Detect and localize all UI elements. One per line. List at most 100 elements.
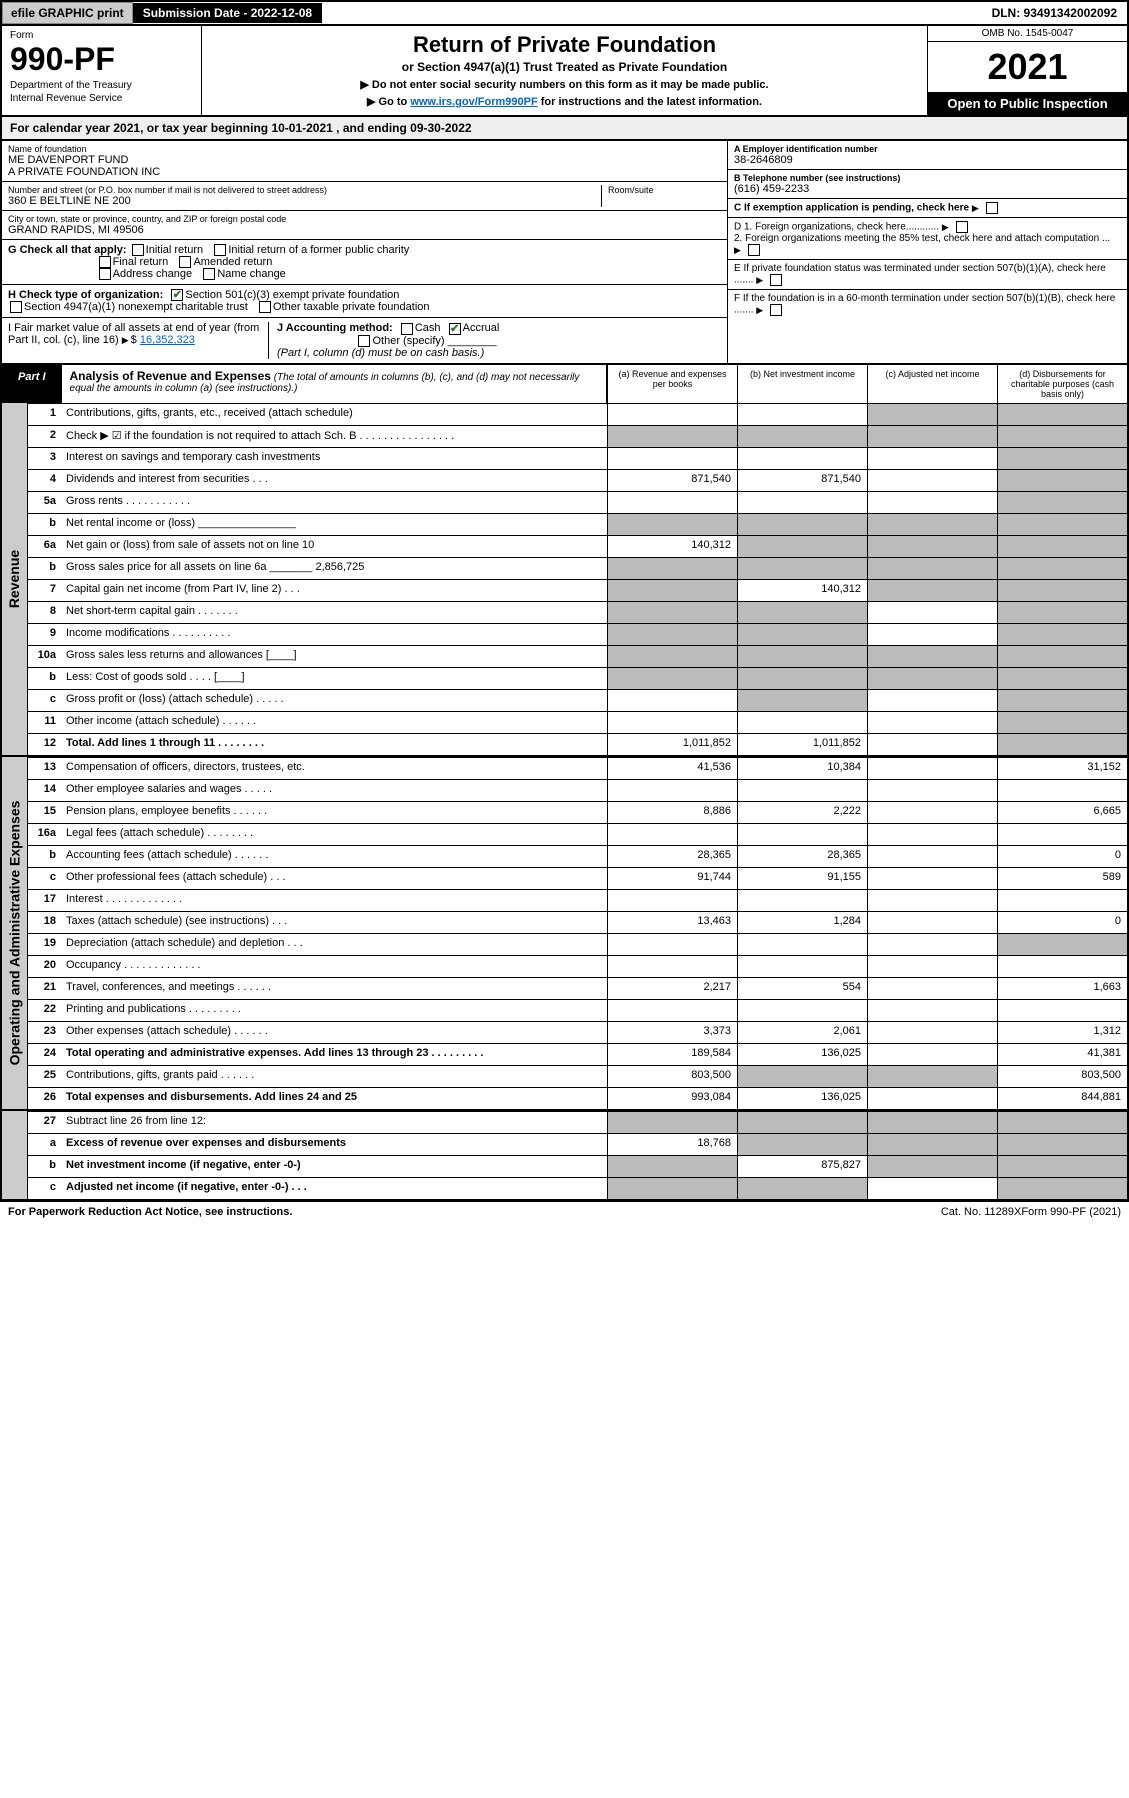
col-b	[737, 1134, 867, 1155]
col-a: 13,463	[607, 912, 737, 933]
col-b	[737, 890, 867, 911]
col-b	[737, 536, 867, 557]
foreign-85-checkbox[interactable]	[748, 244, 760, 256]
col-b	[737, 690, 867, 711]
col-c	[867, 426, 997, 447]
col-b	[737, 426, 867, 447]
col-b	[737, 624, 867, 645]
terminated-checkbox[interactable]	[770, 274, 782, 286]
line-number: c	[28, 690, 62, 711]
col-b	[737, 956, 867, 977]
col-d: 41,381	[997, 1044, 1127, 1065]
col-b: 140,312	[737, 580, 867, 601]
line-number: 19	[28, 934, 62, 955]
line-text: Check ▶ ☑ if the foundation is not requi…	[62, 426, 607, 447]
col-a	[607, 404, 737, 425]
fmv-value-link[interactable]: 16,352,323	[140, 334, 195, 346]
tel-label: B Telephone number (see instructions)	[734, 173, 900, 183]
col-d: 803,500	[997, 1066, 1127, 1087]
line-number: b	[28, 1156, 62, 1177]
final-return-checkbox[interactable]	[99, 256, 111, 268]
cash-checkbox[interactable]	[401, 323, 413, 335]
line-10a: 10aGross sales less returns and allowanc…	[28, 645, 1127, 667]
form990pf-link[interactable]: www.irs.gov/Form990PF	[410, 96, 537, 108]
efile-button[interactable]: efile GRAPHIC print	[2, 2, 133, 24]
line-text: Occupancy . . . . . . . . . . . . .	[62, 956, 607, 977]
line-b: bGross sales price for all assets on lin…	[28, 557, 1127, 579]
col-b	[737, 602, 867, 623]
line-text: Compensation of officers, directors, tru…	[62, 758, 607, 779]
initial-former-checkbox[interactable]	[214, 244, 226, 256]
col-a	[607, 580, 737, 601]
col-d	[997, 514, 1127, 535]
col-a: 41,536	[607, 758, 737, 779]
foreign-org-checkbox[interactable]	[956, 221, 968, 233]
name-change-checkbox[interactable]	[203, 268, 215, 280]
60month-checkbox[interactable]	[770, 304, 782, 316]
line-text: Dividends and interest from securities .…	[62, 470, 607, 491]
line-number: 22	[28, 1000, 62, 1021]
catalog-number: Cat. No. 11289X	[941, 1206, 1022, 1218]
col-c	[867, 668, 997, 689]
amended-return-checkbox[interactable]	[179, 256, 191, 268]
line-number: 13	[28, 758, 62, 779]
col-c	[867, 470, 997, 491]
accrual-checkbox[interactable]	[449, 323, 461, 335]
line-number: 16a	[28, 824, 62, 845]
line-text: Net short-term capital gain . . . . . . …	[62, 602, 607, 623]
section-d1: D 1. Foreign organizations, check here..…	[734, 222, 939, 233]
501c3-checkbox[interactable]	[171, 289, 183, 301]
col-c	[867, 912, 997, 933]
col-c	[867, 602, 997, 623]
address-change-checkbox[interactable]	[99, 268, 111, 280]
col-b	[737, 934, 867, 955]
col-a	[607, 712, 737, 733]
col-a	[607, 1112, 737, 1133]
line-16a: 16aLegal fees (attach schedule) . . . . …	[28, 823, 1127, 845]
other-method-checkbox[interactable]	[358, 335, 370, 347]
col-a	[607, 690, 737, 711]
col-a: 871,540	[607, 470, 737, 491]
line-number: 11	[28, 712, 62, 733]
col-b	[737, 404, 867, 425]
col-b	[737, 1000, 867, 1021]
col-d	[997, 470, 1127, 491]
col-b: 136,025	[737, 1088, 867, 1109]
line-17: 17Interest . . . . . . . . . . . . .	[28, 889, 1127, 911]
line-b: bLess: Cost of goods sold . . . . [____]	[28, 667, 1127, 689]
name-label: Name of foundation	[8, 144, 721, 154]
col-c	[867, 734, 997, 755]
line-b: bNet investment income (if negative, ent…	[28, 1155, 1127, 1177]
col-d: 0	[997, 846, 1127, 867]
initial-return-checkbox[interactable]	[132, 244, 144, 256]
exemption-pending-checkbox[interactable]	[986, 202, 998, 214]
line-c: cGross profit or (loss) (attach schedule…	[28, 689, 1127, 711]
line-number: 20	[28, 956, 62, 977]
col-b: 136,025	[737, 1044, 867, 1065]
4947a1-checkbox[interactable]	[10, 301, 22, 313]
revenue-sidebar: Revenue	[2, 403, 28, 755]
line-text: Gross profit or (loss) (attach schedule)…	[62, 690, 607, 711]
line-text: Pension plans, employee benefits . . . .…	[62, 802, 607, 823]
col-b: 28,365	[737, 846, 867, 867]
line-number: 1	[28, 404, 62, 425]
line-text: Capital gain net income (from Part IV, l…	[62, 580, 607, 601]
line-text: Net rental income or (loss) ____________…	[62, 514, 607, 535]
col-c	[867, 846, 997, 867]
col-d	[997, 824, 1127, 845]
line-18: 18Taxes (attach schedule) (see instructi…	[28, 911, 1127, 933]
col-d: 6,665	[997, 802, 1127, 823]
line-text: Net gain or (loss) from sale of assets n…	[62, 536, 607, 557]
other-taxable-checkbox[interactable]	[259, 301, 271, 313]
line-number: 2	[28, 426, 62, 447]
col-c	[867, 824, 997, 845]
line-text: Taxes (attach schedule) (see instruction…	[62, 912, 607, 933]
col-c	[867, 624, 997, 645]
section-ij: I Fair market value of all assets at end…	[2, 318, 727, 362]
line-number: 10a	[28, 646, 62, 667]
col-b: 2,061	[737, 1022, 867, 1043]
identification-block: Name of foundation ME DAVENPORT FUND A P…	[0, 141, 1129, 365]
line-text: Total expenses and disbursements. Add li…	[62, 1088, 607, 1109]
line-3: 3Interest on savings and temporary cash …	[28, 447, 1127, 469]
line-b: bNet rental income or (loss) ___________…	[28, 513, 1127, 535]
